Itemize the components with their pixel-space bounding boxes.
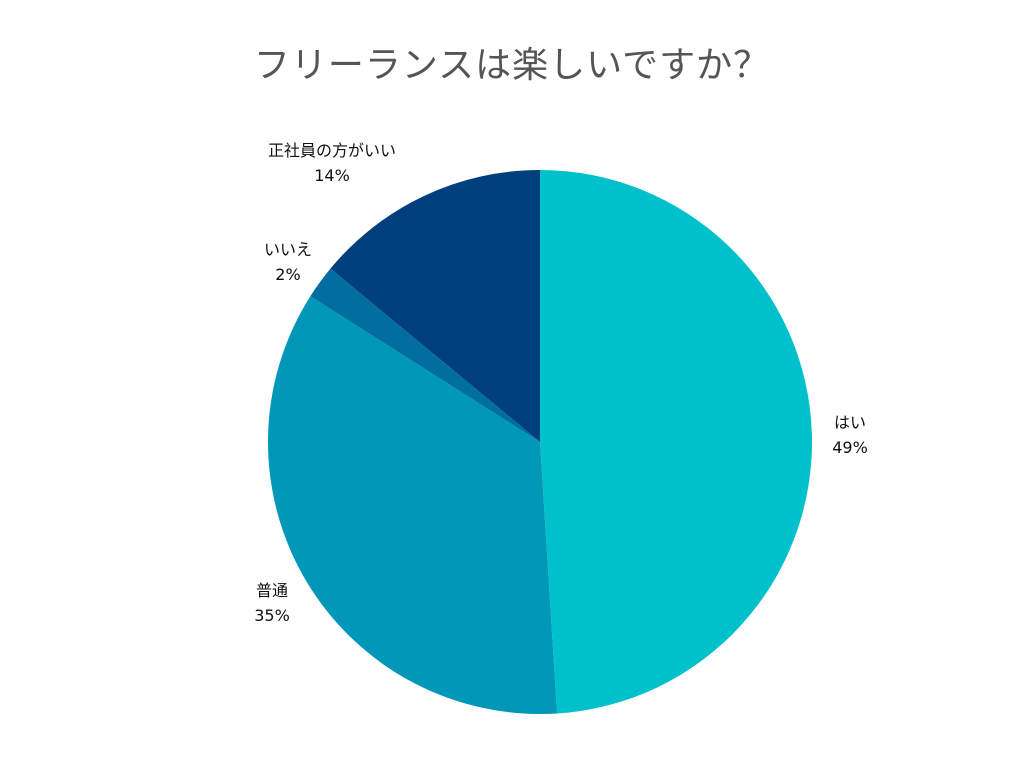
pie-slice (268, 296, 558, 714)
pie-slices (268, 170, 812, 714)
slice-category-label: 正社員の方がいい (268, 141, 396, 160)
pie-slice (330, 170, 540, 442)
slice-category-label: はい (834, 413, 866, 432)
pie-slice (310, 268, 540, 442)
slice-percent-label: 2% (275, 265, 300, 284)
slice-category-label: 普通 (256, 581, 288, 600)
pie-slice (540, 170, 812, 714)
slice-percent-label: 49% (832, 438, 868, 457)
slice-percent-label: 35% (254, 606, 290, 625)
pie-labels: はい 49% 普通 35% いいえ 2% 正社員の方がいい 14% (254, 141, 868, 625)
chart-title: フリーランスは楽しいですか？ (253, 45, 771, 86)
slice-percent-label: 14% (314, 166, 350, 185)
slice-category-label: いいえ (264, 240, 312, 259)
